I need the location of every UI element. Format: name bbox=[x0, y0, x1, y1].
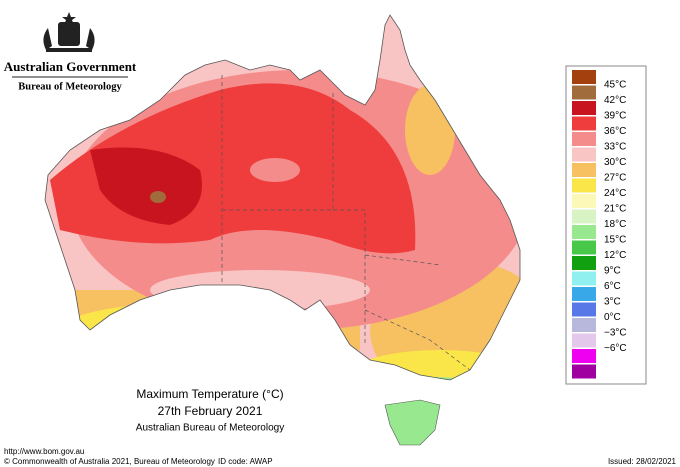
legend-label: 9°C bbox=[604, 265, 621, 276]
legend-label: 30°C bbox=[604, 157, 626, 168]
legend-swatch bbox=[572, 132, 596, 146]
legend-swatch bbox=[572, 318, 596, 332]
id-code: ID code: AWAP bbox=[218, 457, 273, 466]
legend-swatch bbox=[572, 364, 596, 379]
legend-label: 21°C bbox=[604, 203, 626, 214]
map-source: Australian Bureau of Meteorology bbox=[136, 423, 284, 434]
issued: Issued: 28/02/2021 bbox=[608, 457, 677, 466]
legend-label: −3°C bbox=[604, 327, 627, 338]
coastline bbox=[44, 14, 521, 381]
crest bbox=[43, 12, 95, 52]
legend-label: 12°C bbox=[604, 250, 626, 261]
legend-swatch bbox=[572, 209, 596, 224]
map-date: 27th February 2021 bbox=[158, 404, 263, 418]
legend-swatch bbox=[572, 333, 596, 348]
legend-swatch bbox=[572, 349, 596, 363]
legend-swatch bbox=[572, 178, 596, 193]
legend-swatch bbox=[572, 116, 596, 131]
legend-swatch bbox=[572, 147, 596, 162]
legend-swatch bbox=[572, 101, 596, 115]
legend-label: 15°C bbox=[604, 234, 626, 245]
state-borders bbox=[221, 75, 471, 371]
legend-swatch bbox=[572, 287, 596, 301]
legend: 45°C 42°C 39°C 36°C 33°C 30°C 27°C 24°C 21°C 18°C… bbox=[572, 70, 627, 379]
legend-label: 42°C bbox=[604, 95, 626, 106]
legend-label: 24°C bbox=[604, 188, 626, 199]
legend-label: 6°C bbox=[604, 281, 621, 292]
legend-label: 39°C bbox=[604, 110, 626, 121]
legend-label: 45°C bbox=[604, 79, 626, 90]
tasmania bbox=[384, 399, 441, 446]
legend-swatch bbox=[572, 194, 596, 208]
government-name: Australian Government bbox=[4, 59, 137, 74]
legend-label: 3°C bbox=[604, 296, 621, 307]
legend-swatch bbox=[572, 271, 596, 286]
legend-swatch bbox=[572, 225, 596, 239]
legend-swatch bbox=[572, 163, 596, 177]
agency-name: Bureau of Meteorology bbox=[18, 81, 122, 92]
map-title: Maximum Temperature (°C) bbox=[136, 387, 283, 401]
legend-swatch bbox=[572, 256, 596, 270]
legend-label: 27°C bbox=[604, 172, 626, 183]
url: http://www.bom.gov.au bbox=[4, 447, 84, 456]
legend-label: 18°C bbox=[604, 219, 626, 230]
copyright: © Commonwealth of Australia 2021, Bureau… bbox=[4, 457, 215, 466]
legend-label: 33°C bbox=[604, 141, 626, 152]
legend-swatch bbox=[572, 302, 596, 317]
legend-swatch bbox=[572, 70, 596, 84]
legend-label: 36°C bbox=[604, 126, 626, 137]
legend-label: 0°C bbox=[604, 312, 621, 323]
legend-swatch bbox=[572, 85, 596, 100]
legend-swatch bbox=[572, 240, 596, 255]
legend-label: −6°C bbox=[604, 343, 627, 354]
